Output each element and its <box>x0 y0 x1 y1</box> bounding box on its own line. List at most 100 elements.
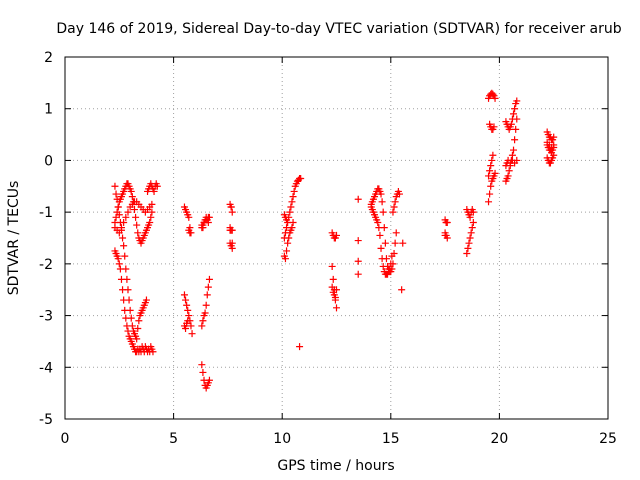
data-point <box>198 361 206 369</box>
data-point <box>550 133 558 141</box>
data-point <box>378 198 386 206</box>
data-point <box>142 296 150 304</box>
data-point <box>134 325 142 332</box>
data-point <box>511 136 519 144</box>
data-point <box>465 239 473 247</box>
data-point <box>113 208 121 216</box>
data-point <box>333 286 340 294</box>
data-point <box>205 376 213 384</box>
series-arc-g <box>226 200 236 252</box>
x-axis-label: GPS time / hours <box>277 458 394 474</box>
data-point <box>111 182 119 190</box>
data-point <box>187 322 195 330</box>
data-point <box>467 229 475 237</box>
series-arc-o <box>485 89 499 206</box>
data-point <box>388 252 396 260</box>
data-point <box>391 239 399 247</box>
data-point <box>381 239 389 247</box>
data-point <box>228 239 236 247</box>
data-point <box>468 224 476 232</box>
y-tick-label: 0 <box>44 153 53 169</box>
data-point <box>119 286 127 294</box>
data-point <box>354 237 362 245</box>
data-point <box>466 213 474 221</box>
axis-ticks: 0 5 10 15 20 25 -5 -4 -3 -2 -1 0 1 2 <box>39 50 617 447</box>
data-point <box>185 312 193 320</box>
data-point <box>133 221 141 229</box>
data-point <box>134 229 142 237</box>
data-point <box>122 314 130 322</box>
data-point <box>395 190 403 198</box>
data-point <box>398 286 406 294</box>
y-axis-label: SDTVAR / TECUs <box>6 181 22 296</box>
data-point <box>491 169 499 177</box>
data-point <box>374 218 382 226</box>
data-point <box>115 260 123 268</box>
data-point <box>202 301 210 309</box>
data-point <box>153 182 161 190</box>
x-tick-label: 25 <box>599 431 617 447</box>
data-point <box>150 187 158 195</box>
data-point <box>184 317 192 325</box>
series-arc-l <box>367 187 407 294</box>
data-point <box>119 234 127 242</box>
plot-frame <box>64 56 609 420</box>
data-point <box>183 301 191 309</box>
y-tick-label: -4 <box>39 360 53 376</box>
chart-title: Day 146 of 2019, Sidereal Day-to-day VTE… <box>56 21 621 37</box>
data-point <box>283 216 291 224</box>
data-point <box>188 330 196 338</box>
data-point <box>290 187 298 195</box>
data-point <box>391 198 399 206</box>
data-point <box>390 203 398 211</box>
series-arc-e <box>180 203 196 338</box>
data-point <box>511 105 519 113</box>
data-point <box>329 275 337 283</box>
data-point <box>288 224 296 232</box>
data-point <box>199 368 207 376</box>
data-point <box>485 198 493 206</box>
data-point <box>469 208 477 216</box>
series-arc-f <box>198 213 213 392</box>
data-point <box>377 244 385 252</box>
data-point <box>354 257 362 265</box>
data-point <box>489 90 497 98</box>
data-point <box>115 229 123 237</box>
data-point <box>184 306 192 314</box>
data-point <box>354 195 362 203</box>
data-point <box>550 141 558 149</box>
data-point <box>387 260 395 268</box>
data-point <box>128 193 136 201</box>
data-point <box>120 296 128 304</box>
data-point <box>124 327 132 335</box>
data-point <box>204 213 212 221</box>
data-point <box>392 229 400 237</box>
data-point <box>201 309 209 317</box>
data-point <box>375 224 383 232</box>
data-point <box>228 208 236 216</box>
data-point <box>285 234 293 242</box>
data-point <box>490 123 498 131</box>
data-point <box>204 283 212 291</box>
data-point <box>283 247 291 255</box>
data-point <box>121 252 129 260</box>
data-point <box>286 208 294 216</box>
data-point <box>389 208 397 216</box>
data-point <box>112 190 120 198</box>
y-tick-label: -3 <box>39 309 53 325</box>
data-point <box>379 208 387 216</box>
data-point <box>117 275 125 283</box>
data-point <box>284 239 292 247</box>
data-point <box>331 293 339 301</box>
data-point <box>378 255 386 263</box>
data-point <box>333 231 340 239</box>
data-point <box>485 172 493 180</box>
data-point <box>464 244 472 252</box>
data-point <box>328 262 336 270</box>
x-tick-label: 20 <box>490 431 508 447</box>
data-point <box>117 224 125 232</box>
data-point <box>507 120 515 128</box>
series-arc-n <box>463 206 477 258</box>
data-point <box>510 146 518 154</box>
